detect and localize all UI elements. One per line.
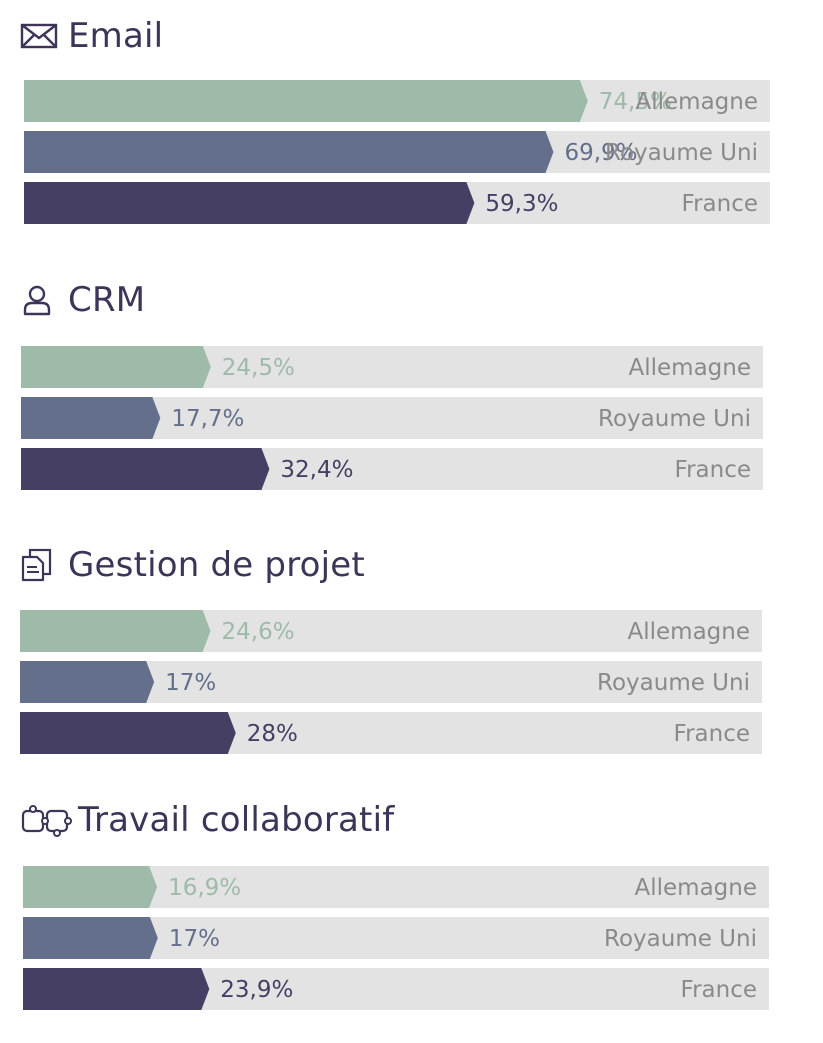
bar-value-label-france: 23,9% (220, 977, 293, 1003)
section-title-travail-collaboratif: Travail collaboratif (78, 800, 395, 840)
country-label-allemagne: Allemagne (636, 89, 759, 115)
bar-value-label-royaume-uni: 17% (165, 670, 216, 696)
section-header: CRM (20, 278, 770, 322)
bar-value-label-france: 28% (247, 721, 298, 747)
bar-value-label-allemagne: 24,6% (222, 619, 295, 645)
country-label-france: France (675, 457, 751, 483)
section-gestion-de-projet: Gestion de projet 24,6% Allemagne 17% Royau… (20, 543, 770, 754)
country-label-allemagne: Allemagne (628, 619, 751, 645)
bar-chart-crm: 24,5% Allemagne 17,7% Royaume Uni 32,4% Franc… (21, 346, 763, 490)
section-email: Email 74,5% Allemagne 69,9% Royaume Uni 59,3… (20, 14, 770, 224)
country-label-allemagne: Allemagne (629, 355, 752, 381)
bar-chart-email: 74,5%Allemagne 69,9%Royaume Uni 59,3% Franc… (24, 80, 770, 224)
section-travail-collaboratif: Travail collaboratif 16,9% Allemagne 17% Ro… (20, 798, 770, 1010)
envelope-icon (20, 16, 60, 56)
bar-allemagne (24, 80, 588, 122)
bar-value-label-france: 59,3% (485, 191, 558, 217)
section-header: Travail collaboratif (20, 798, 770, 842)
bar-royaume-uni (23, 917, 158, 959)
bar-value-label-allemagne: 74,5% (599, 89, 672, 115)
bar-allemagne (20, 610, 211, 652)
bar-value-label-royaume-uni: 17,7% (171, 406, 244, 432)
section-header: Email (20, 14, 770, 58)
bar-royaume-uni (20, 661, 155, 703)
country-label-royaume-uni: Royaume Uni (597, 670, 750, 696)
bar-france (21, 448, 270, 490)
bar-france (24, 182, 475, 224)
country-label-france: France (681, 977, 757, 1003)
bar-value-label-allemagne: 16,9% (168, 875, 241, 901)
bar-value-label-france: 32,4% (280, 457, 353, 483)
bar-value-label-royaume-uni: 69,9% (564, 140, 637, 166)
bar-value-label-royaume-uni: 17% (169, 926, 220, 952)
bar-royaume-uni (24, 131, 554, 173)
bar-chart-travail-collaboratif: 16,9% Allemagne 17% Royaume Uni 23,9% France (23, 866, 769, 1010)
country-label-royaume-uni: Royaume Uni (605, 140, 758, 166)
bar-france (23, 968, 210, 1010)
documents-icon (20, 545, 60, 585)
bar-france (20, 712, 236, 754)
user-icon (20, 280, 60, 320)
section-header: Gestion de projet (20, 543, 770, 587)
bar-royaume-uni (21, 397, 161, 439)
puzzle-icon (20, 800, 72, 840)
bar-chart-gestion-de-projet: 24,6% Allemagne 17% Royaume Uni 28% France (20, 610, 762, 754)
section-title-crm: CRM (68, 280, 146, 320)
country-label-royaume-uni: Royaume Uni (604, 926, 757, 952)
country-label-royaume-uni: Royaume Uni (598, 406, 751, 432)
bar-allemagne (21, 346, 211, 388)
country-label-france: France (682, 191, 758, 217)
country-label-allemagne: Allemagne (635, 875, 758, 901)
bar-allemagne (23, 866, 158, 908)
section-title-gestion-de-projet: Gestion de projet (68, 545, 365, 585)
bar-value-label-allemagne: 24,5% (222, 355, 295, 381)
section-crm: CRM 24,5% Allemagne 17,7% Royaume Uni 32,4% F… (20, 278, 770, 490)
section-title-email: Email (68, 16, 164, 56)
country-label-france: France (674, 721, 750, 747)
